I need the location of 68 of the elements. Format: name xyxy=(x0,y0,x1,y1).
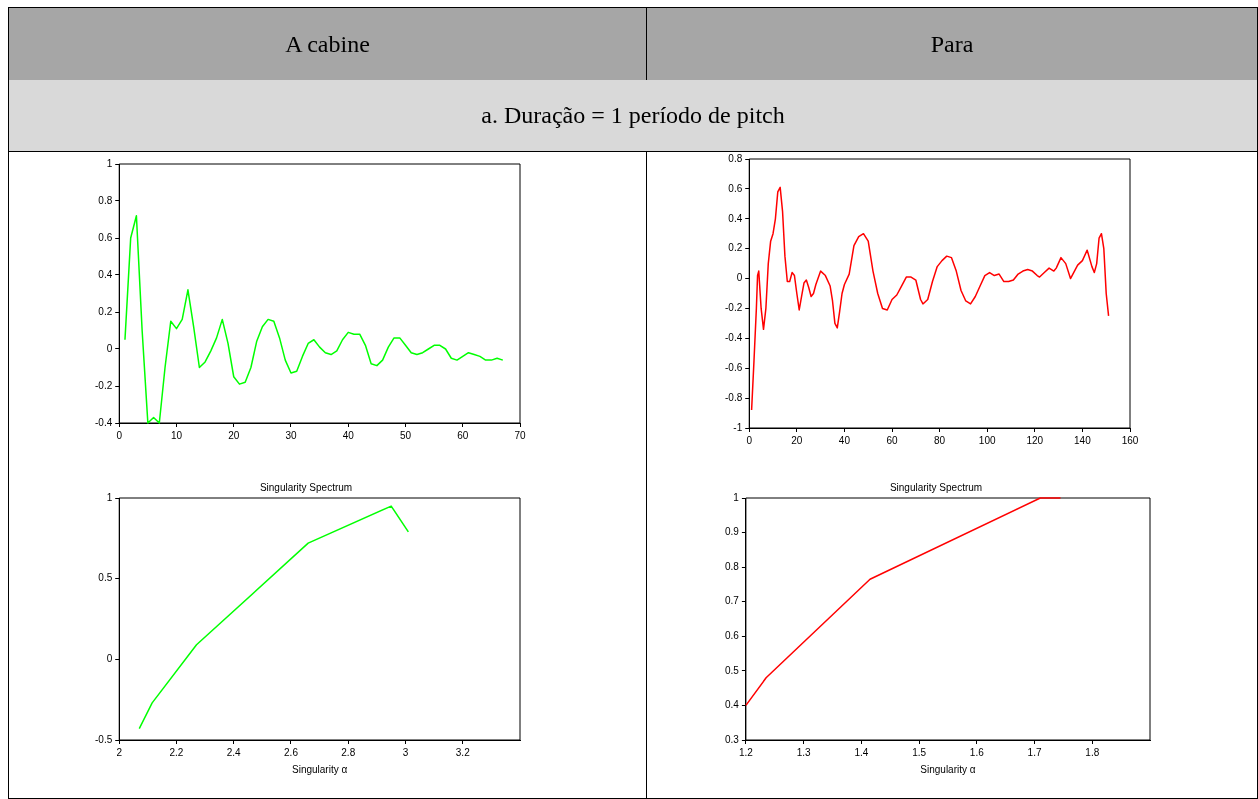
x-axis-title: Singularity α xyxy=(920,763,976,775)
x-tick-label: 10 xyxy=(170,429,183,441)
x-tick-label: 20 xyxy=(791,434,803,446)
y-tick-label: 0.8 xyxy=(98,194,113,206)
y-tick-label: 0.6 xyxy=(725,630,740,642)
x-tick-label: 2.4 xyxy=(226,746,242,758)
x-tick-label: 70 xyxy=(514,429,526,441)
x-tick-label: 2.2 xyxy=(169,746,184,758)
y-tick-label: -0.4 xyxy=(95,416,113,428)
text: a. Duração = 1 período de pitch xyxy=(9,80,1257,152)
y-tick-label: 0.7 xyxy=(725,595,740,607)
x-tick-label: 3.2 xyxy=(455,746,471,758)
y-tick-label: -0.2 xyxy=(725,302,743,314)
x-tick-label: 40 xyxy=(838,434,851,446)
x-tick-label: 3 xyxy=(402,746,409,758)
x-tick-label: 60 xyxy=(886,434,899,446)
x-tick-label: 2.8 xyxy=(341,746,356,758)
x-tick-label: 1.5 xyxy=(912,746,927,758)
text: A cabine xyxy=(9,8,646,81)
x-tick-label: 80 xyxy=(934,434,946,446)
x-tick-label: 40 xyxy=(342,429,355,441)
x-tick-label: 2 xyxy=(116,746,123,758)
y-tick-label: -0.6 xyxy=(725,361,743,373)
y-tick-label: -0.8 xyxy=(725,391,743,403)
y-tick-label: 1 xyxy=(733,491,740,503)
x-tick-label: 160 xyxy=(1121,434,1139,446)
x-tick-label: 30 xyxy=(285,429,297,441)
y-tick-label: 0.6 xyxy=(728,182,743,194)
y-tick-label: -0.4 xyxy=(725,332,743,344)
y-tick-label: 0.3 xyxy=(725,733,740,745)
y-tick-label: 0.8 xyxy=(725,560,740,572)
y-tick-label: 1 xyxy=(106,157,113,169)
text: Para xyxy=(647,8,1257,81)
x-tick-label: 0 xyxy=(746,434,753,446)
x-tick-label: 1.2 xyxy=(738,746,754,758)
y-tick-label: 0 xyxy=(106,653,113,665)
x-tick-label: 140 xyxy=(1074,434,1092,446)
x-axis-title: Singularity α xyxy=(291,763,348,775)
x-tick-label: 2.6 xyxy=(284,746,299,758)
y-tick-label: -1 xyxy=(733,421,743,433)
x-tick-label: 60 xyxy=(457,429,469,441)
y-tick-label: 0 xyxy=(736,272,743,284)
x-tick-label: 1.4 xyxy=(854,746,869,758)
y-tick-label: 0.5 xyxy=(725,664,740,676)
x-tick-label: 1.7 xyxy=(1027,746,1042,758)
y-tick-label: 0.5 xyxy=(98,572,113,584)
y-tick-label: 0.2 xyxy=(98,305,113,317)
x-tick-label: 20 xyxy=(228,429,240,441)
x-tick-label: 1.3 xyxy=(796,746,812,758)
y-tick-label: 0.6 xyxy=(98,231,113,243)
x-tick-label: 0 xyxy=(116,429,123,441)
y-tick-label: -0.5 xyxy=(95,733,113,745)
y-tick-label: 0.9 xyxy=(725,526,740,538)
y-tick-label: 0.2 xyxy=(728,242,743,254)
x-tick-label: 1.6 xyxy=(969,746,985,758)
y-tick-label: 1 xyxy=(106,491,113,503)
y-tick-label: -0.2 xyxy=(95,379,113,391)
y-tick-label: 0.8 xyxy=(728,152,743,164)
x-tick-label: 100 xyxy=(978,434,996,446)
x-tick-label: 1.8 xyxy=(1085,746,1100,758)
y-tick-label: 0.4 xyxy=(98,268,113,280)
chart-title: Singularity Spectrum xyxy=(259,481,353,493)
y-tick-label: 0.4 xyxy=(725,699,740,711)
chart-title: Singularity Spectrum xyxy=(889,481,983,493)
x-tick-label: 50 xyxy=(399,429,412,441)
y-tick-label: 0 xyxy=(106,342,113,354)
x-tick-label: 120 xyxy=(1026,434,1044,446)
y-tick-label: 0.4 xyxy=(728,212,743,224)
